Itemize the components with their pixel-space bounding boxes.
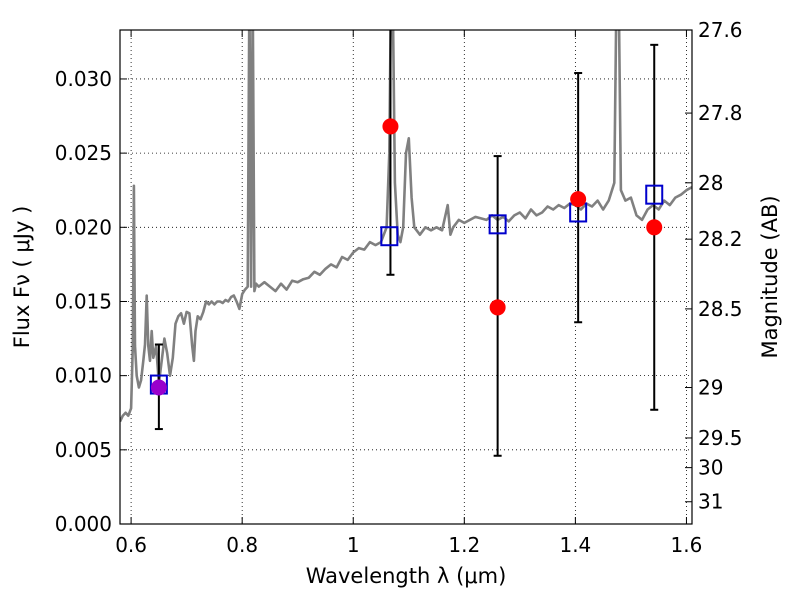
plot-frame [119, 29, 693, 525]
right-tick-label: 27.6 [698, 18, 743, 42]
model-square-marker [645, 184, 664, 205]
y-tick-label: 0.005 [55, 438, 112, 462]
right-tick-label: 29.5 [698, 426, 743, 450]
x-tick-label: 0.8 [226, 533, 258, 557]
y-tick-label: 0.030 [55, 67, 112, 91]
data-layer [120, 30, 692, 457]
y-tick-label: 0.015 [55, 289, 112, 313]
observed-circle-marker [382, 118, 399, 135]
tick-layer: 0.6 0.8 1 1.2 1.4 1.6 0.000 0.005 0.010 0.015 0.02… [55, 18, 743, 557]
right-tick-label: 28 [698, 171, 723, 195]
x-tick-label: 1 [347, 533, 360, 557]
right-tick-label: 31 [698, 490, 723, 514]
y-tick-label: 0.000 [55, 512, 112, 536]
grid-layer [120, 30, 692, 524]
y-tick-label: 0.010 [55, 364, 112, 388]
right-tick-label: 29 [698, 376, 723, 400]
right-tick-label: 28.2 [698, 227, 743, 251]
model-square-marker [380, 226, 399, 247]
observed-circle-marker [150, 379, 167, 396]
x-axis-title: Wavelength λ (μm) [306, 564, 507, 588]
right-tick-label: 30 [698, 456, 723, 480]
observed-circle-marker [489, 299, 506, 316]
right-axis-title: Magnitude (AB) [758, 195, 782, 358]
model-square-marker [488, 214, 507, 235]
y-tick-label: 0.020 [55, 215, 112, 239]
observed-circle-marker [570, 191, 587, 208]
right-tick-label: 28.5 [698, 297, 743, 321]
x-tick-label: 1.2 [448, 533, 480, 557]
x-tick-label: 1.4 [559, 533, 591, 557]
right-tick-label: 27.8 [698, 101, 743, 125]
x-tick-label: 1.6 [671, 533, 703, 557]
spectrum-line [120, 30, 692, 423]
y-tick-label: 0.025 [55, 141, 112, 165]
y-axis-title: Flux Fν ( μJy ) [10, 206, 34, 349]
observed-circle-marker [646, 219, 663, 236]
x-tick-label: 0.6 [115, 533, 147, 557]
